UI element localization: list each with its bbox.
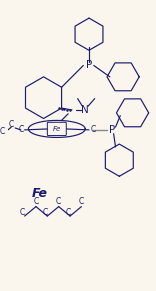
Text: C: C — [18, 125, 23, 134]
FancyBboxPatch shape — [47, 122, 66, 136]
Text: N: N — [81, 105, 89, 115]
Text: P: P — [109, 125, 115, 135]
Text: C: C — [33, 197, 39, 206]
Text: C: C — [0, 127, 5, 136]
Text: C: C — [79, 197, 84, 206]
Text: C: C — [56, 197, 61, 206]
Text: C: C — [66, 208, 71, 217]
Text: Fe: Fe — [53, 126, 61, 132]
Text: C: C — [90, 125, 95, 134]
Text: P: P — [86, 61, 92, 70]
Text: C: C — [20, 208, 25, 217]
Text: C: C — [43, 208, 48, 217]
Text: Fe: Fe — [32, 187, 48, 200]
Text: C: C — [9, 120, 14, 129]
